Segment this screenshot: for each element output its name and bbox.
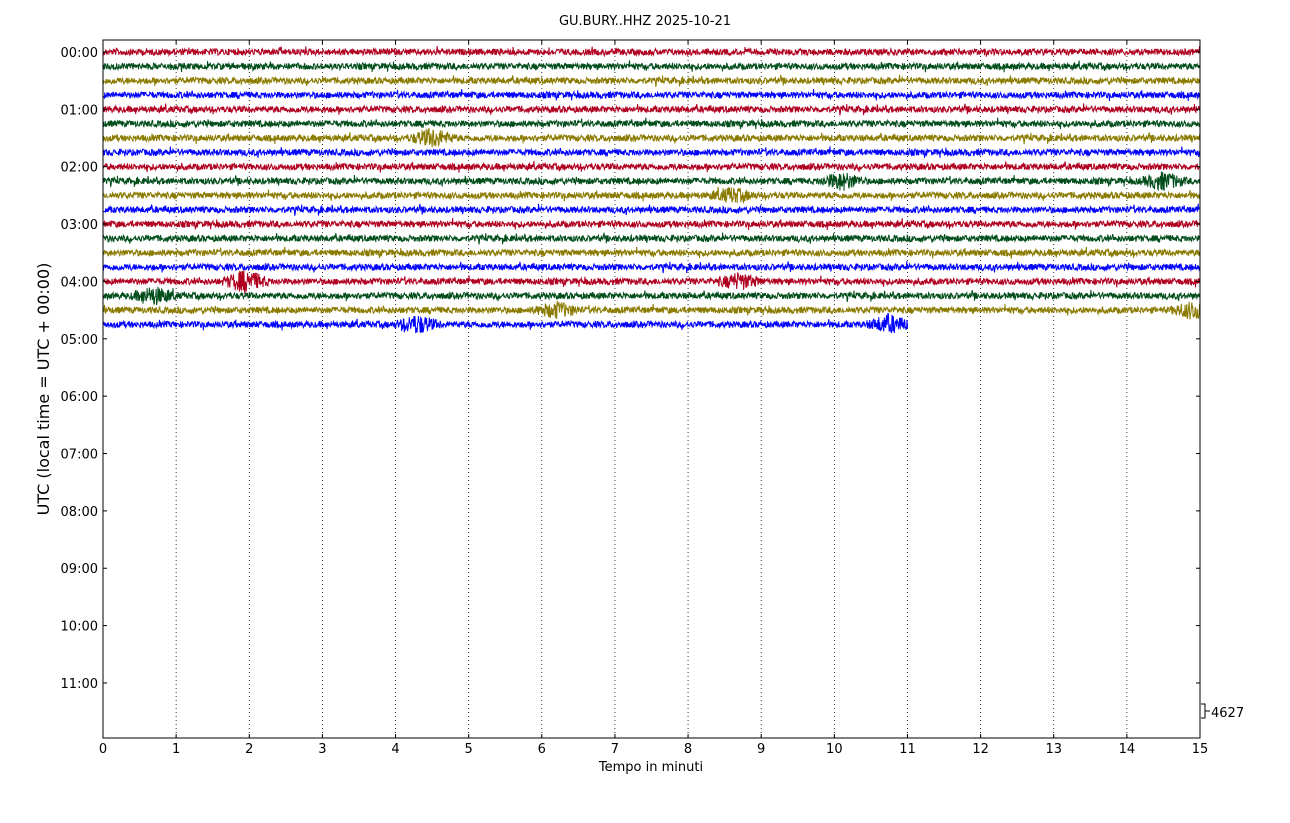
traces <box>102 45 1201 334</box>
y-tick-label: 05:00 <box>61 333 98 348</box>
grid-lines <box>175 40 1128 738</box>
y-tick-label: 01:00 <box>61 103 98 118</box>
x-tick-label: 0 <box>99 742 107 757</box>
seismic-trace <box>102 171 1201 192</box>
seismic-trace <box>102 246 1201 259</box>
seismic-trace <box>102 146 1201 158</box>
x-tick-label: 6 <box>538 742 546 757</box>
seismic-trace <box>102 232 1201 245</box>
seismic-trace <box>102 117 1201 130</box>
seismic-trace <box>102 60 1201 73</box>
y-axis-label: UTC (local time = UTC + 00:00) <box>34 263 53 516</box>
x-tick-label: 1 <box>172 742 180 757</box>
y-tick-label: 04:00 <box>61 275 98 290</box>
scale-bar <box>1201 703 1210 719</box>
x-tick-label: 13 <box>1045 742 1062 757</box>
seismic-trace <box>102 103 1201 116</box>
y-tick-label: 07:00 <box>61 448 98 463</box>
x-tick-label: 12 <box>972 742 989 757</box>
y-tick-label: 10:00 <box>61 620 98 635</box>
plot-frame <box>102 39 1201 739</box>
seismic-trace <box>102 186 1201 205</box>
y-tick-label: 02:00 <box>61 161 98 176</box>
y-tick-label: 00:00 <box>61 46 98 61</box>
x-tick-label: 15 <box>1192 742 1209 757</box>
x-tick-label: 9 <box>757 742 765 757</box>
scale-label: 4627 <box>1211 706 1244 721</box>
x-tick-label: 7 <box>611 742 619 757</box>
chart-title: GU.BURY..HHZ 2025-10-21 <box>559 14 731 29</box>
y-tick-label: 03:00 <box>61 218 98 233</box>
y-tick-label: 09:00 <box>61 562 98 577</box>
seismic-trace <box>102 312 908 334</box>
x-axis: 0 1 2 3 4 5 6 7 8 9 10 11 12 13 14 15 <box>99 40 1208 757</box>
seismic-trace <box>102 88 1201 102</box>
y-tick-label: 08:00 <box>61 505 98 520</box>
x-tick-label: 8 <box>684 742 692 757</box>
seismic-trace <box>102 203 1200 216</box>
x-tick-label: 11 <box>899 742 916 757</box>
y-tick-label: 11:00 <box>61 677 98 692</box>
seismic-trace <box>102 300 1201 320</box>
x-tick-label: 5 <box>465 742 473 757</box>
seismic-trace <box>102 127 1201 148</box>
x-tick-label: 3 <box>318 742 326 757</box>
seismic-trace <box>102 160 1201 173</box>
seismic-trace <box>102 74 1201 87</box>
seismic-trace <box>102 218 1201 231</box>
seismic-trace <box>102 261 1201 274</box>
seismic-trace <box>102 286 1201 306</box>
x-tick-label: 4 <box>391 742 399 757</box>
seismic-trace <box>102 45 1201 58</box>
y-axis: 00:00 01:00 02:00 03:00 04:00 05:00 06:00 07:00… <box>61 46 1200 692</box>
x-tick-label: 14 <box>1119 742 1136 757</box>
y-tick-label: 06:00 <box>61 390 98 405</box>
x-tick-label: 2 <box>245 742 253 757</box>
x-axis-label: Tempo in minuti <box>598 760 703 775</box>
seismic-trace <box>102 270 1200 294</box>
x-tick-label: 10 <box>826 742 843 757</box>
